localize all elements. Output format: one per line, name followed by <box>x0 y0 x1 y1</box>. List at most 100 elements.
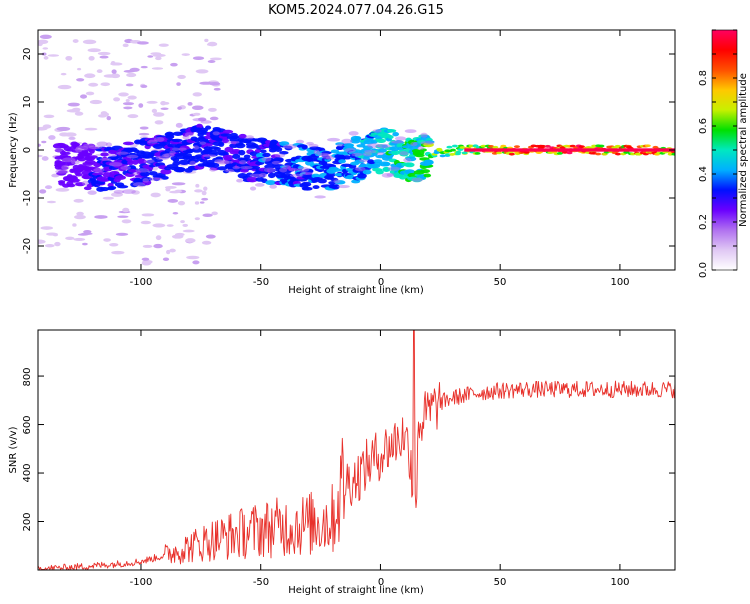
y-tick-label: 400 <box>22 463 33 482</box>
spectral-blob <box>122 43 129 48</box>
spectral-blob <box>297 166 310 172</box>
spectral-blob <box>122 207 130 213</box>
snr-series-line <box>38 330 675 570</box>
spectral-blob <box>106 116 111 121</box>
spectral-blob <box>160 100 167 106</box>
spectral-blob <box>220 133 232 137</box>
snr-ticks <box>38 330 675 570</box>
spectral-blob <box>81 242 88 246</box>
spectral-blob <box>215 156 223 161</box>
spectral-blob <box>436 148 443 152</box>
colorbar-tick-label: 0.0 <box>698 262 709 278</box>
spectral-blob <box>77 156 87 162</box>
spectral-ridge-core <box>464 148 675 152</box>
spectral-blob <box>42 124 52 129</box>
spectral-blob <box>174 189 182 193</box>
spectral-blob <box>207 60 216 63</box>
snr-y-axis-label: SNR (v/v) <box>8 426 19 473</box>
spectral-blob <box>492 145 499 149</box>
spectral-blob <box>152 112 165 117</box>
spectral-blob <box>126 154 139 159</box>
spectral-blob <box>123 69 135 73</box>
snr-x-tick-labels: -100 -50 0 50 100 <box>130 577 630 588</box>
spectral-blob <box>75 172 83 177</box>
spectral-blob <box>89 99 103 105</box>
spectral-blob <box>202 213 213 217</box>
spectral-blob <box>513 145 520 149</box>
spectral-blob <box>55 169 69 174</box>
spectral-blob <box>128 169 138 173</box>
spectral-blob <box>539 144 546 148</box>
spectral-blob <box>47 54 60 57</box>
spectral-blob <box>80 94 88 99</box>
spectral-blob <box>65 55 73 61</box>
spectral-blob <box>169 248 176 253</box>
spectral-blob <box>270 139 279 145</box>
spectral-blob <box>281 165 292 170</box>
spectral-blob <box>508 152 515 156</box>
spectral-blob <box>644 144 651 148</box>
spectral-blob <box>199 201 205 204</box>
spectral-blob <box>500 144 507 148</box>
spectral-blob <box>209 116 219 121</box>
spectral-blob <box>85 91 95 96</box>
x-tick-label: 0 <box>378 277 384 288</box>
spectral-blob <box>289 173 304 178</box>
spectral-blob <box>301 145 308 150</box>
spectral-blob <box>265 180 277 186</box>
spectral-blob <box>344 147 356 153</box>
spectral-blob <box>73 237 86 241</box>
spectral-blob <box>185 238 196 243</box>
spectral-blob <box>38 239 46 244</box>
spectral-blob <box>337 184 350 189</box>
spectral-blob <box>385 153 394 159</box>
spectral-blob <box>176 82 181 86</box>
spectral-blob <box>232 166 241 170</box>
spectral-blob <box>39 189 47 194</box>
spectral-blob <box>211 211 218 216</box>
spectral-blob <box>93 167 105 173</box>
spectral-blob <box>351 152 363 157</box>
spectral-blob <box>224 146 234 153</box>
spectral-blob <box>213 128 226 133</box>
spectral-blob <box>243 154 251 159</box>
spectral-blob <box>362 152 372 157</box>
spectral-blob <box>238 149 246 156</box>
spectral-blob <box>229 150 241 155</box>
spectral-blob <box>105 142 113 148</box>
spectral-blob <box>263 167 276 173</box>
spectral-blob <box>404 162 415 168</box>
spectral-blob <box>167 199 179 203</box>
spectral-blob <box>172 157 180 163</box>
spectral-blob <box>216 137 224 142</box>
spectral-blob <box>171 147 181 151</box>
spectral-blob <box>132 171 139 176</box>
spectrogram-y-axis-label: Frequency (Hz) <box>8 112 19 188</box>
spectral-blob <box>403 157 412 163</box>
spectral-blob <box>355 166 366 172</box>
spectral-blob <box>127 160 134 166</box>
y-tick-label: 20 <box>22 48 33 61</box>
spectral-blob <box>196 123 203 129</box>
x-tick-label: -50 <box>253 277 269 288</box>
spectral-blob <box>113 97 121 102</box>
spectral-blob <box>124 172 135 177</box>
spectral-blob <box>209 57 222 61</box>
spectral-blob <box>566 151 573 155</box>
spectral-blob <box>423 159 434 166</box>
spectral-blob <box>54 147 63 153</box>
spectral-blob <box>140 84 148 88</box>
spectral-blob <box>208 107 217 112</box>
spectrogram-x-axis-label: Height of straight line (km) <box>288 285 424 296</box>
spectral-blob <box>113 190 125 194</box>
spectral-blob <box>41 156 49 161</box>
spectral-blob <box>44 243 55 248</box>
spectral-blob <box>387 135 394 139</box>
spectral-blob <box>259 172 268 178</box>
spectral-blob <box>411 177 424 182</box>
spectral-blob <box>364 149 377 154</box>
spectral-blob <box>308 143 319 148</box>
spectral-blob <box>219 160 234 164</box>
spectral-blob <box>48 135 56 140</box>
